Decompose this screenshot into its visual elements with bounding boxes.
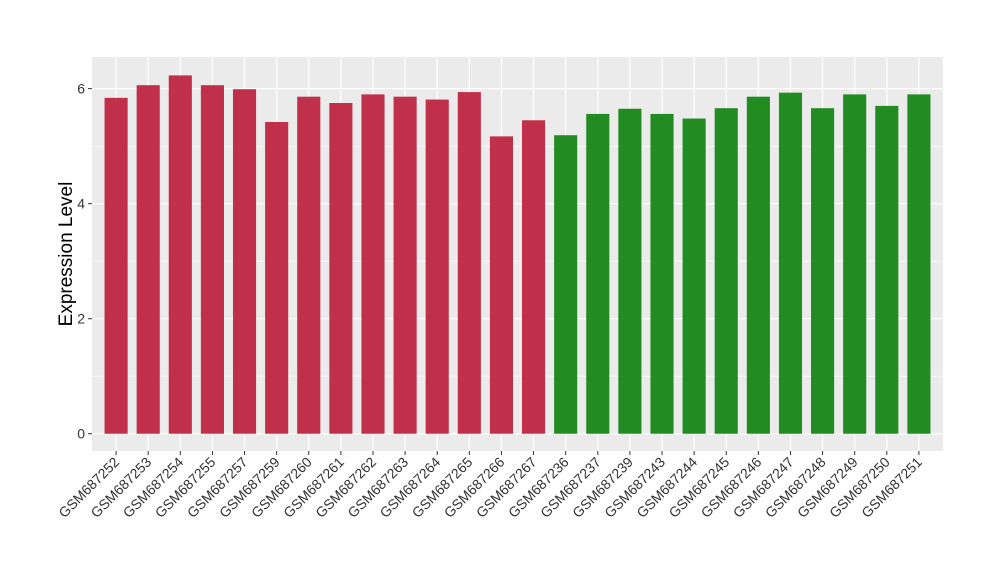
bar-GSM687249	[843, 94, 867, 434]
bar-GSM687248	[811, 108, 835, 434]
bar-GSM687251	[907, 94, 931, 434]
y-tick-label: 6	[77, 81, 85, 97]
y-axis: 0 2 4 6	[77, 81, 92, 442]
bar-GSM687266	[489, 136, 514, 434]
bar-GSM687257	[232, 89, 257, 434]
y-tick-label: 0	[77, 426, 85, 442]
bar-GSM687254	[168, 75, 192, 434]
y-tick-label: 4	[77, 196, 85, 212]
bar-GSM687253	[136, 85, 160, 434]
bar-GSM687239	[618, 108, 642, 434]
bar-GSM687267	[521, 120, 546, 434]
bar-GSM687247	[778, 92, 803, 434]
bar-GSM687250	[875, 105, 899, 434]
y-tick-label: 2	[77, 311, 85, 327]
bar-GSM687264	[425, 99, 449, 434]
bar-GSM687263	[393, 96, 417, 434]
bar-GSM687255	[200, 85, 224, 434]
bar-GSM687261	[329, 103, 353, 434]
bar-GSM687236	[554, 135, 578, 434]
bar-GSM687259	[265, 121, 289, 434]
bar-GSM687252	[104, 97, 128, 434]
bar-GSM687246	[746, 96, 770, 434]
bars	[104, 75, 931, 434]
bar-GSM687260	[297, 96, 321, 434]
bar-GSM687244	[682, 118, 706, 434]
bar-GSM687237	[586, 113, 610, 434]
bar-GSM687245	[714, 108, 738, 434]
x-axis: GSM687252GSM687253GSM687254GSM687255GSM6…	[55, 451, 925, 521]
bar-GSM687262	[361, 94, 385, 434]
bar-GSM687265	[457, 92, 481, 434]
y-axis-title: Expression Level	[56, 182, 77, 327]
bar-GSM687243	[650, 113, 674, 434]
